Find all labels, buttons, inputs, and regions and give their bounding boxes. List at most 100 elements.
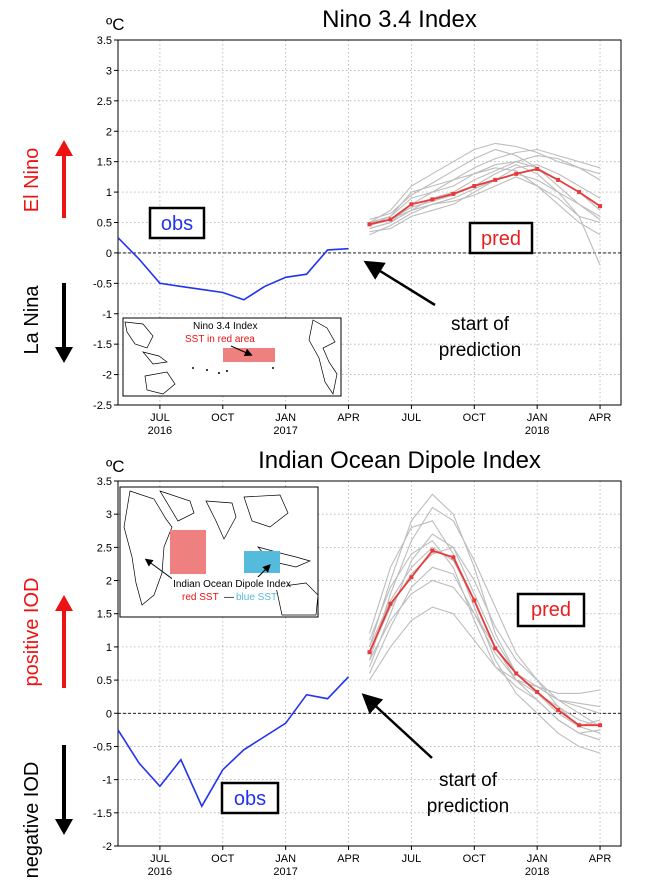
x-tick-label: JUL — [150, 412, 170, 424]
pred-member-line — [369, 176, 601, 236]
x-tick-label: JAN — [275, 412, 296, 424]
pred-mean-point — [472, 184, 477, 188]
nino34-pred-mean-line — [369, 168, 601, 226]
pred-mean-point — [535, 166, 540, 171]
pred-member-line — [368, 546, 601, 734]
pred-member-line — [369, 164, 601, 266]
y-tick-label: 0 — [106, 248, 112, 260]
pred-member-line — [369, 167, 601, 224]
inset-legend-blue: blue SST — [236, 592, 277, 603]
x-tick-label: JAN — [275, 853, 296, 865]
nino34-unit: ºC — [106, 15, 125, 34]
y-tick-label: 3 — [106, 509, 112, 521]
iod-pred-mean-line — [368, 549, 600, 727]
iod-pred-label: pred — [531, 599, 571, 621]
iod-title: Indian Ocean Dipole Index — [258, 447, 541, 474]
nino34-lower-label: La Nina — [21, 285, 43, 355]
india-outline — [205, 500, 237, 540]
y-tick-label: 3.5 — [97, 35, 112, 47]
y-tick-label: 3 — [106, 65, 112, 77]
pred-mean-point — [409, 575, 414, 580]
arrow-label-line1: start of — [451, 314, 510, 335]
nino34-pred-label: pred — [481, 228, 521, 250]
pred-mean-point — [472, 598, 477, 603]
pred-mean-point — [493, 646, 498, 651]
island-dot — [192, 367, 194, 369]
pred-member-line — [369, 148, 601, 221]
y-tick-label: -0.5 — [93, 278, 112, 290]
pred-member-line — [369, 579, 601, 708]
y-tick-label: 1 — [106, 187, 112, 199]
pred-mean-point — [451, 555, 456, 560]
pred-mean-point — [535, 690, 540, 695]
pred-member-line — [369, 148, 601, 227]
island-dot — [218, 372, 220, 374]
y-tick-label: 0.5 — [97, 218, 112, 230]
x-tick-label: JAN — [527, 412, 548, 424]
iod-east-blue-area — [244, 551, 280, 573]
inset-title: Nino 3.4 Index — [193, 321, 258, 332]
inset-pointer-arrow — [230, 345, 253, 357]
x-tick-label: APR — [589, 853, 612, 865]
x-tick-label: OCT — [211, 853, 235, 865]
iod-panel: Indian Ocean Dipole Index ºC3.5 3 2.5 2 1.5 1 0… — [21, 447, 622, 878]
x-tick-label: APR — [337, 412, 360, 424]
pred-mean-point — [388, 601, 393, 606]
pred-mean-point — [367, 222, 372, 227]
y-tick-label: 0 — [106, 708, 112, 720]
pred-mean-point — [598, 204, 603, 209]
pred-mean-point — [451, 191, 456, 196]
y-tick-label: -2.5 — [93, 400, 112, 412]
pred-mean-point — [493, 177, 498, 182]
island-dot — [272, 367, 274, 369]
pred-member-line — [369, 164, 601, 236]
y-tick-label: 1 — [106, 642, 112, 654]
pred-mean-point — [577, 723, 582, 728]
y-tick-label: 2.5 — [97, 96, 112, 108]
nino34-inset-map: Nino 3.4 Index SST in red area — [122, 317, 342, 397]
land-outline — [124, 321, 154, 349]
iod-start-arrow — [361, 693, 433, 759]
pred-member-line — [368, 506, 601, 727]
up-arrowhead — [55, 140, 73, 156]
nino34-title: Nino 3.4 Index — [322, 6, 477, 33]
pred-mean-point — [556, 707, 561, 712]
seasia-outline — [243, 494, 289, 528]
x-tick-label: JUL — [402, 412, 422, 424]
pred-mean-point — [409, 202, 414, 207]
land-outline — [144, 371, 176, 395]
nino34-pred-box — [468, 221, 534, 255]
iod-upper-label: positive IOD — [21, 578, 43, 687]
down-arrowhead — [55, 819, 73, 835]
y-tick-label: -0.5 — [93, 741, 112, 753]
iod-inset-map: Indian Ocean Dipole Index red SST — blue SS… — [119, 486, 319, 618]
nino34-red-area — [223, 348, 275, 362]
y-tick-label: -2 — [102, 841, 112, 853]
pred-mean-point — [388, 217, 393, 222]
x-tick-label: APR — [337, 853, 360, 865]
pred-member-line — [368, 493, 601, 734]
pred-mean-point — [514, 171, 519, 176]
inset-legend-dash: — — [224, 592, 234, 603]
x-tick-label: APR — [589, 412, 612, 424]
y-tick-label: -2 — [102, 370, 112, 382]
x-tick-label: OCT — [463, 853, 487, 865]
pred-mean-point — [514, 671, 519, 676]
australia-outline — [275, 582, 319, 616]
iod-obs-label: obs — [234, 788, 266, 810]
nino34-upper-label: El Nino — [21, 148, 43, 212]
x-tick-label: OCT — [211, 412, 235, 424]
land-outline — [308, 319, 338, 395]
iod-plot-frame — [117, 480, 622, 847]
iod-unit: ºC — [106, 457, 125, 476]
arrow-label-line2: prediction — [439, 340, 521, 361]
x-tick-label: JAN — [527, 853, 548, 865]
up-arrowhead — [55, 595, 73, 611]
x-tick-label: JUL — [150, 853, 170, 865]
x-year-label: 2018 — [525, 425, 549, 437]
nino34-obs-line — [117, 237, 349, 301]
inset-title-bg — [172, 577, 288, 590]
y-tick-label: 2 — [106, 576, 112, 588]
x-year-label: 2017 — [273, 425, 297, 437]
